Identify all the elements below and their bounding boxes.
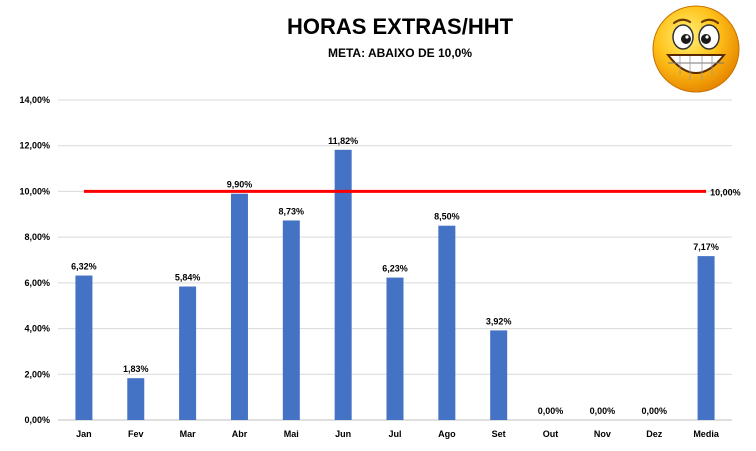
data-label: 7,17% bbox=[693, 242, 719, 252]
y-tick-label: 10,00% bbox=[19, 186, 50, 196]
bar bbox=[438, 225, 456, 420]
x-tick-label: Abr bbox=[232, 429, 248, 439]
x-tick-label: Dez bbox=[646, 429, 663, 439]
y-tick-label: 12,00% bbox=[19, 141, 50, 151]
x-tick-label: Nov bbox=[594, 429, 611, 439]
y-tick-label: 4,00% bbox=[24, 324, 50, 334]
chart-title: HORAS EXTRAS/HHT bbox=[286, 14, 514, 39]
bar bbox=[127, 378, 145, 420]
y-tick-label: 8,00% bbox=[24, 232, 50, 242]
chart-subtitle: META: ABAIXO DE 10,0% bbox=[327, 46, 473, 60]
bar bbox=[282, 220, 300, 420]
bar bbox=[490, 330, 508, 420]
data-label: 5,84% bbox=[175, 273, 201, 283]
x-tick-label: Set bbox=[492, 429, 506, 439]
x-tick-label: Jan bbox=[76, 429, 92, 439]
data-label: 11,82% bbox=[328, 136, 358, 146]
bar bbox=[230, 193, 248, 420]
y-tick-label: 2,00% bbox=[24, 369, 50, 379]
bar bbox=[697, 256, 715, 420]
x-tick-label: Jun bbox=[335, 429, 351, 439]
data-label: 3,92% bbox=[486, 316, 512, 326]
y-tick-label: 6,00% bbox=[24, 278, 50, 288]
bar bbox=[334, 149, 352, 421]
x-tick-label: Jul bbox=[388, 429, 401, 439]
data-label: 1,83% bbox=[123, 364, 149, 374]
data-label: 0,00% bbox=[538, 406, 564, 416]
data-label: 6,32% bbox=[71, 262, 97, 272]
x-tick-label: Ago bbox=[438, 429, 456, 439]
x-tick-label: Media bbox=[693, 429, 720, 439]
bar bbox=[179, 286, 197, 420]
data-label: 6,23% bbox=[382, 264, 408, 274]
x-tick-label: Out bbox=[543, 429, 559, 439]
target-label: 10,00% bbox=[710, 187, 741, 197]
data-label: 8,50% bbox=[434, 212, 460, 222]
bar bbox=[75, 275, 93, 420]
y-tick-label: 14,00% bbox=[19, 95, 50, 105]
x-tick-label: Fev bbox=[128, 429, 144, 439]
data-label: 0,00% bbox=[590, 406, 616, 416]
x-tick-label: Mar bbox=[180, 429, 197, 439]
bar bbox=[386, 277, 404, 420]
y-tick-label: 0,00% bbox=[24, 415, 50, 425]
smiley-face-icon bbox=[652, 5, 740, 93]
data-label: 9,90% bbox=[227, 180, 253, 190]
data-label: 8,73% bbox=[279, 206, 305, 216]
data-label: 0,00% bbox=[641, 406, 667, 416]
x-tick-label: Mai bbox=[284, 429, 299, 439]
